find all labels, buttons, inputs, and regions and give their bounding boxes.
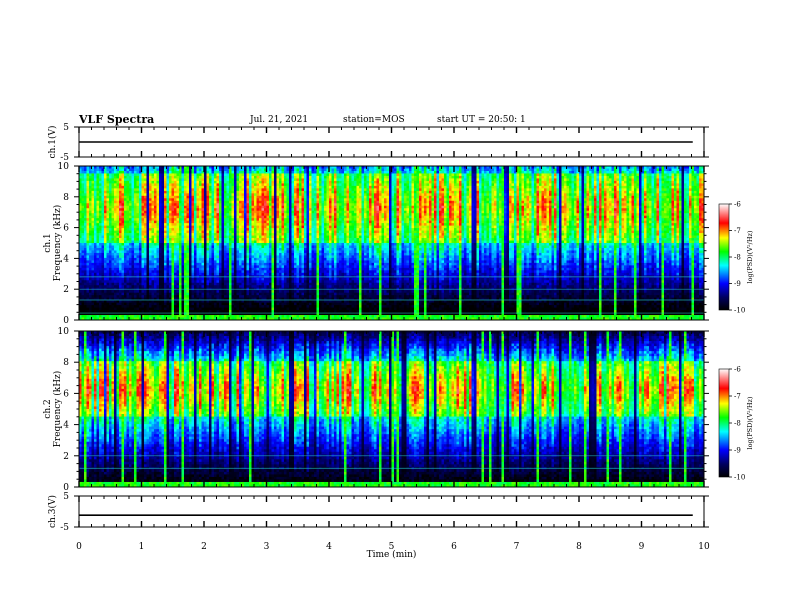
x-tick-label: 9 — [639, 542, 645, 552]
y-tick-label: 4 — [63, 421, 69, 431]
y-tick-label: -5 — [60, 523, 69, 533]
y-axis-label: Frequency (kHz) — [52, 205, 63, 282]
x-tick-label: 10 — [698, 542, 710, 552]
y-tick-label: 4 — [63, 254, 69, 264]
x-tick-label: 3 — [264, 542, 270, 552]
colorbar-tick-label: -7 — [734, 227, 741, 235]
y-tick-label: 0 — [63, 316, 69, 326]
y-tick-label: 2 — [63, 452, 69, 462]
colorbar-label: log(PSD)(V²/Hz) — [746, 396, 754, 449]
x-axis-label: Time (min) — [367, 549, 417, 560]
x-tick-label: 7 — [514, 542, 520, 552]
colorbar-tick-label: -6 — [734, 201, 741, 209]
x-tick-label: 4 — [326, 542, 332, 552]
colorbar-tick-label: -7 — [734, 393, 741, 401]
y-axis-label: ch.1(V) — [47, 126, 58, 159]
y-axis-label: ch.3(V) — [47, 495, 58, 528]
spectrogram-ch1 — [79, 166, 704, 320]
colorbar — [719, 369, 729, 477]
colorbar-label: log(PSD)(V²/Hz) — [746, 230, 754, 283]
y-tick-label: 10 — [58, 327, 70, 337]
colorbar-tick-label: -8 — [734, 254, 741, 262]
y-tick-label: 8 — [63, 193, 69, 203]
y-tick-label: 10 — [58, 162, 70, 172]
x-tick-label: 2 — [201, 542, 207, 552]
colorbar-tick-label: -6 — [734, 366, 741, 374]
y-tick-label: 5 — [63, 492, 69, 502]
spectrogram-ch2 — [79, 331, 704, 487]
colorbar-tick-label: -9 — [734, 280, 741, 288]
y-tick-label: 8 — [63, 358, 69, 368]
colorbar-tick-label: -9 — [734, 447, 741, 455]
y-axis-label: ch.1 — [43, 233, 53, 252]
y-axis-label: Frequency (kHz) — [52, 371, 63, 448]
x-tick-label: 8 — [576, 542, 582, 552]
colorbar-tick-label: -8 — [734, 420, 741, 428]
colorbar-tick-label: -10 — [734, 307, 745, 315]
x-tick-label: 1 — [139, 542, 145, 552]
x-tick-label: 0 — [76, 542, 82, 552]
colorbar — [719, 204, 729, 310]
colorbar-tick-label: -10 — [734, 474, 745, 482]
y-axis-label: ch.2 — [43, 399, 53, 418]
vlf-spectra-figure: 5-5ch.1(V)0246810ch.1 Frequency (kHz)-6-7… — [0, 0, 792, 612]
y-tick-label: 6 — [63, 389, 69, 399]
x-tick-label: 6 — [451, 542, 457, 552]
y-tick-label: 5 — [63, 123, 69, 133]
y-tick-label: 2 — [63, 285, 69, 295]
y-tick-label: 6 — [63, 224, 69, 234]
